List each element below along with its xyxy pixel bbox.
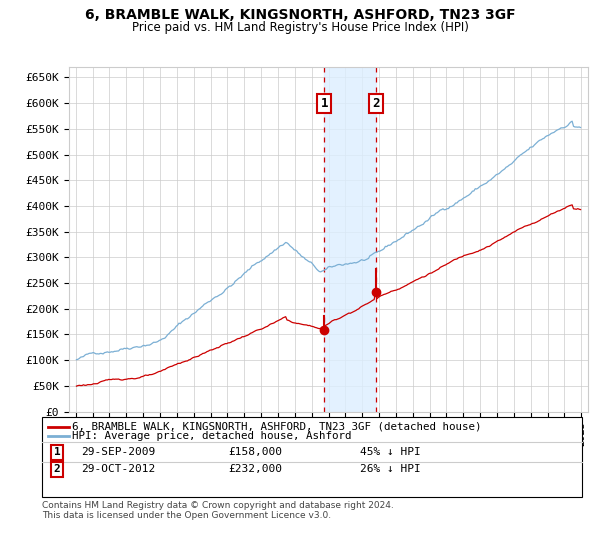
Text: 6, BRAMBLE WALK, KINGSNORTH, ASHFORD, TN23 3GF (detached house): 6, BRAMBLE WALK, KINGSNORTH, ASHFORD, TN…	[72, 422, 482, 432]
Text: HPI: Average price, detached house, Ashford: HPI: Average price, detached house, Ashf…	[72, 431, 352, 441]
Text: 45% ↓ HPI: 45% ↓ HPI	[360, 447, 421, 458]
Text: 1: 1	[53, 447, 61, 458]
Text: 1: 1	[320, 97, 328, 110]
Text: This data is licensed under the Open Government Licence v3.0.: This data is licensed under the Open Gov…	[42, 511, 331, 520]
Text: 26% ↓ HPI: 26% ↓ HPI	[360, 464, 421, 474]
Text: £158,000: £158,000	[228, 447, 282, 458]
Text: 29-OCT-2012: 29-OCT-2012	[81, 464, 155, 474]
Text: Price paid vs. HM Land Registry's House Price Index (HPI): Price paid vs. HM Land Registry's House …	[131, 21, 469, 34]
Text: 2: 2	[53, 464, 61, 474]
Text: 29-SEP-2009: 29-SEP-2009	[81, 447, 155, 458]
Text: £232,000: £232,000	[228, 464, 282, 474]
Text: 6, BRAMBLE WALK, KINGSNORTH, ASHFORD, TN23 3GF: 6, BRAMBLE WALK, KINGSNORTH, ASHFORD, TN…	[85, 8, 515, 22]
Bar	[324, 67, 376, 412]
Text: 2: 2	[373, 97, 380, 110]
Text: Contains HM Land Registry data © Crown copyright and database right 2024.: Contains HM Land Registry data © Crown c…	[42, 501, 394, 510]
